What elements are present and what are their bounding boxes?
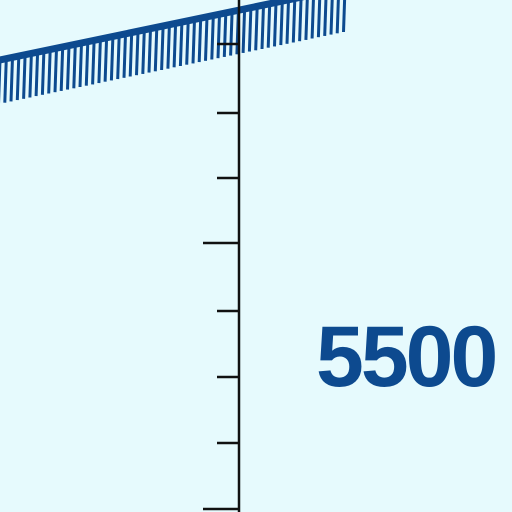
hatch-mark: [109, 36, 115, 81]
hatch-mark: [91, 40, 96, 85]
hatch-mark: [72, 44, 77, 89]
hatch-mark: [3, 58, 8, 103]
hatch-mark: [84, 41, 90, 86]
hatch-mark: [241, 8, 247, 53]
hatch-mark: [291, 0, 297, 43]
hatch-mark: [329, 0, 334, 35]
tick-scale: [203, 0, 241, 512]
hatch-mark: [128, 32, 134, 77]
hatch-mark: [135, 31, 140, 76]
hatch-mark: [191, 19, 196, 64]
hatch-mark: [47, 49, 52, 94]
hatch-mark: [285, 0, 290, 44]
hatch-mark: [9, 57, 14, 102]
hatch-mark: [122, 33, 127, 78]
hatch-mark: [141, 29, 146, 74]
hatch-mark: [210, 15, 215, 60]
hatch-mark: [273, 2, 278, 47]
hatch-mark: [153, 27, 159, 72]
hatch-mark: [147, 28, 152, 73]
hatch-mark: [166, 24, 171, 69]
hatch-mark: [59, 46, 65, 91]
hatch-mark: [178, 21, 184, 67]
hatch-mark: [266, 3, 272, 48]
hatch-mark: [254, 6, 259, 51]
hatch-mark: [53, 48, 58, 93]
hatch-mark: [204, 16, 209, 61]
hatch-mark: [316, 0, 322, 38]
hatch-mark: [298, 0, 303, 42]
hatch-mark: [197, 18, 203, 63]
hatch-mark: [304, 0, 309, 40]
hatch-mark: [260, 4, 265, 50]
hatch-mark: [185, 20, 190, 65]
hatch-mark: [40, 50, 46, 95]
hatch-mark: [28, 53, 33, 98]
hatch-mark: [15, 56, 21, 101]
hatch-mark: [160, 25, 165, 71]
hatch-mark: [78, 42, 83, 88]
hatch-mark: [229, 11, 234, 56]
airspace-boundary-hatched: [0, 0, 347, 105]
hatch-mark: [310, 0, 315, 39]
hatch-mark: [103, 37, 109, 82]
hatch-mark: [335, 0, 340, 34]
hatch-mark: [222, 12, 228, 57]
hatch-mark: [116, 35, 121, 80]
hatch-mark: [216, 14, 221, 59]
hatch-mark: [279, 1, 284, 46]
boundary-line: [0, 0, 305, 64]
hatch-mark: [97, 39, 102, 84]
hatch-mark: [172, 23, 178, 68]
elevation-label: 5500: [316, 309, 495, 405]
hatch-mark: [66, 45, 71, 90]
hatch-mark: [34, 52, 40, 97]
hatch-mark: [247, 7, 253, 52]
hatch-mark: [323, 0, 328, 36]
hatch-mark: [342, 0, 347, 33]
hatch-mark: [22, 54, 27, 99]
